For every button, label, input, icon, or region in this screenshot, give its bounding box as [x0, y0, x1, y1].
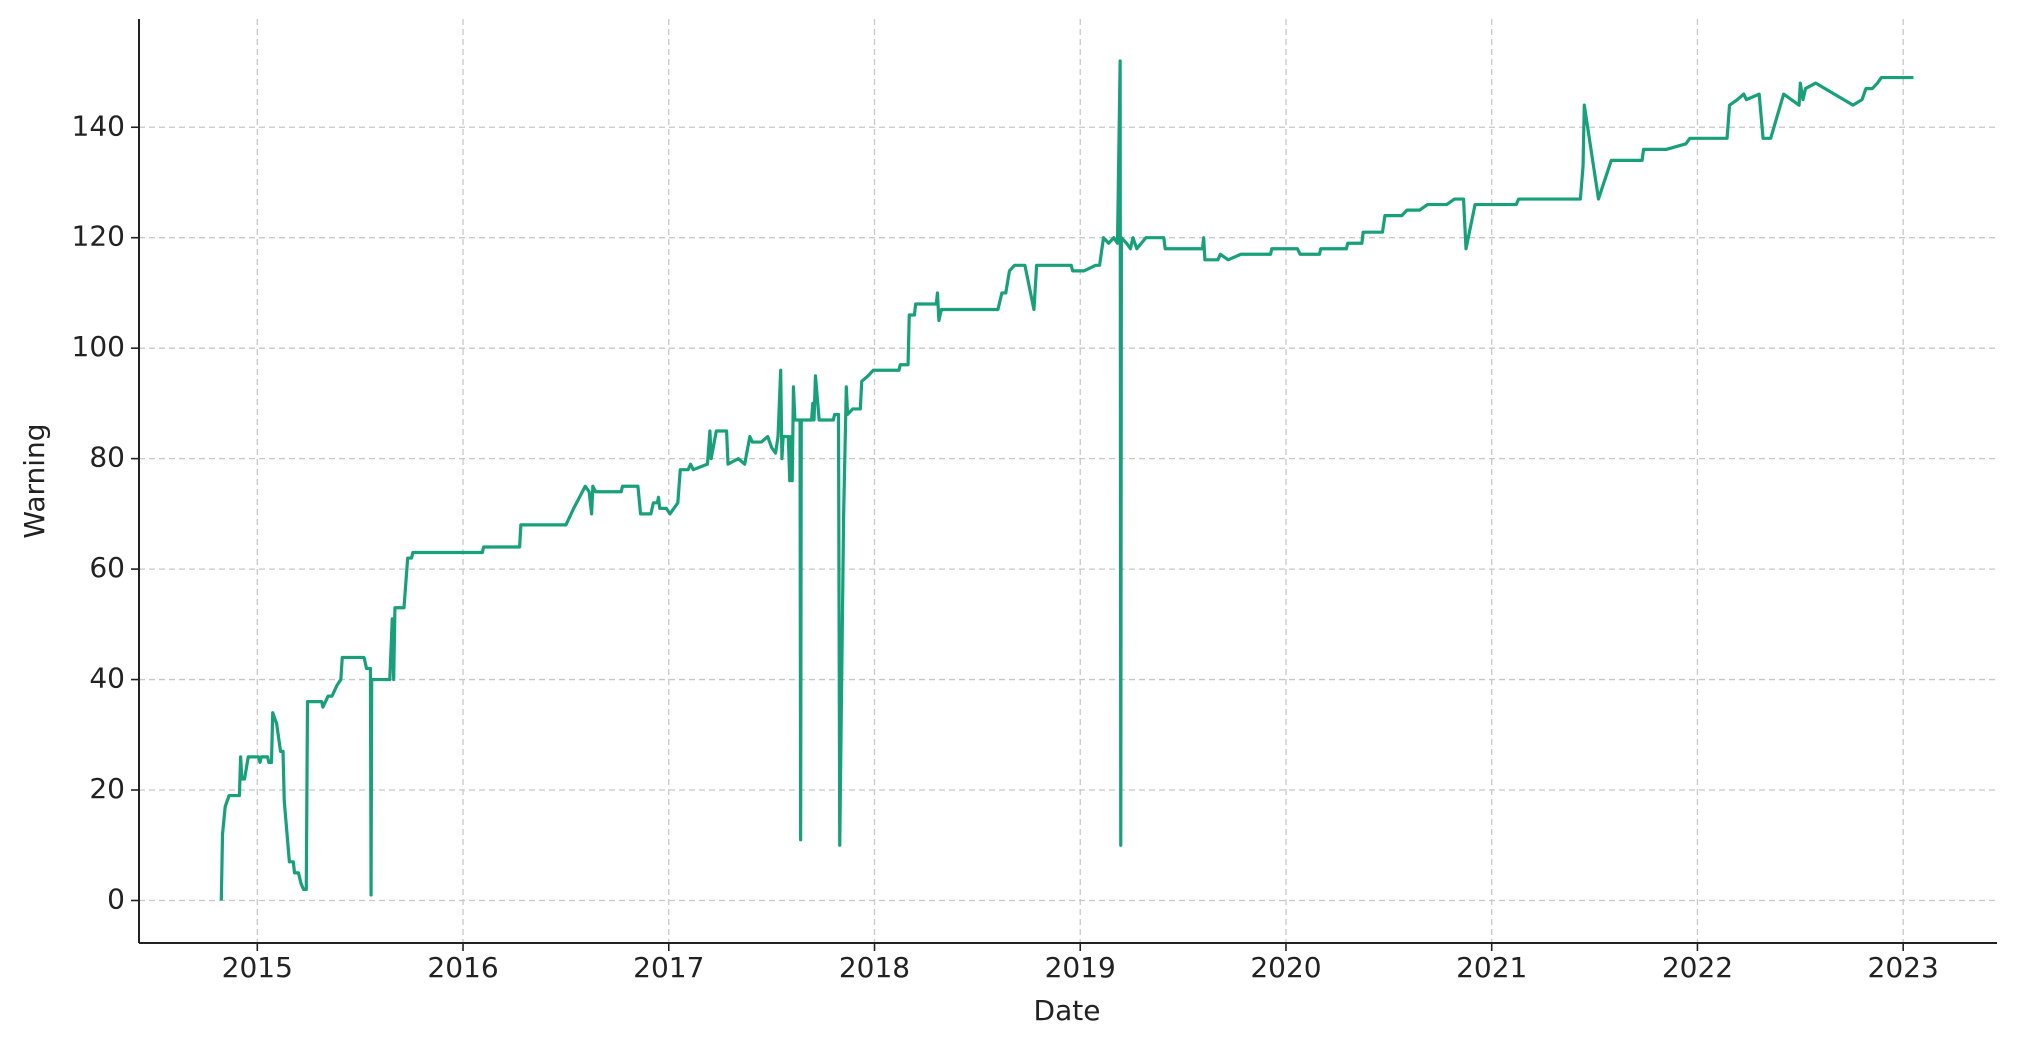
x-tick-label: 2017: [633, 951, 704, 984]
x-tick-label: 2022: [1662, 951, 1733, 984]
x-tick-label: 2023: [1868, 951, 1939, 984]
y-tick-label: 20: [89, 772, 125, 805]
y-tick-label: 140: [72, 109, 125, 142]
x-tick-label: 2019: [1045, 951, 1116, 984]
x-tick-label: 2016: [427, 951, 498, 984]
y-tick-label: 60: [89, 551, 125, 584]
y-tick-label: 100: [72, 330, 125, 363]
data-line: [219, 59, 1914, 901]
y-axis-label: Warning: [18, 423, 51, 538]
x-tick-label: 2018: [839, 951, 910, 984]
x-tick-label: 2015: [222, 951, 293, 984]
y-tick-label: 0: [107, 882, 125, 915]
y-tick-label: 40: [89, 662, 125, 695]
x-axis-label: Date: [1034, 994, 1101, 1027]
y-tick-label: 80: [89, 441, 125, 474]
y-tick-label: 120: [72, 220, 125, 253]
x-tick-label: 2021: [1456, 951, 1527, 984]
x-tick-label: 2020: [1250, 951, 1321, 984]
